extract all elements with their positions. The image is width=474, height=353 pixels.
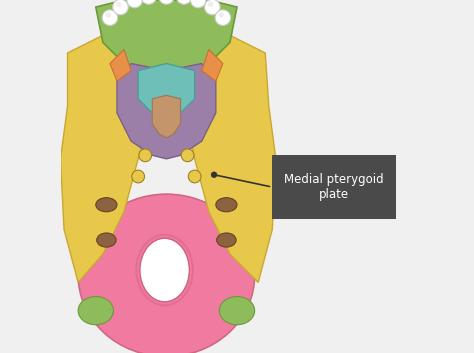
Polygon shape [202, 49, 223, 81]
Ellipse shape [96, 198, 117, 212]
Polygon shape [184, 35, 276, 282]
Circle shape [141, 0, 156, 4]
Circle shape [219, 12, 224, 18]
Ellipse shape [219, 297, 255, 325]
Circle shape [105, 12, 111, 18]
Circle shape [132, 170, 145, 183]
Polygon shape [152, 95, 181, 138]
Polygon shape [117, 64, 216, 159]
Circle shape [208, 1, 213, 7]
Text: Medial pterygoid
plate: Medial pterygoid plate [284, 173, 384, 201]
Ellipse shape [78, 194, 255, 353]
FancyBboxPatch shape [272, 155, 396, 219]
Polygon shape [96, 0, 237, 71]
Circle shape [188, 170, 201, 183]
Circle shape [191, 0, 206, 8]
Circle shape [159, 0, 174, 4]
Circle shape [127, 0, 142, 8]
Ellipse shape [78, 297, 113, 325]
Circle shape [211, 172, 217, 178]
Circle shape [139, 149, 152, 162]
Ellipse shape [216, 198, 237, 212]
Circle shape [181, 149, 194, 162]
Circle shape [176, 0, 192, 4]
Circle shape [116, 1, 121, 7]
Circle shape [102, 10, 118, 25]
Polygon shape [110, 49, 131, 81]
Polygon shape [61, 35, 152, 282]
Circle shape [204, 0, 220, 15]
Circle shape [215, 10, 231, 25]
Ellipse shape [97, 233, 116, 247]
Ellipse shape [140, 238, 189, 302]
Ellipse shape [217, 233, 236, 247]
Circle shape [113, 0, 128, 15]
Polygon shape [138, 64, 195, 116]
